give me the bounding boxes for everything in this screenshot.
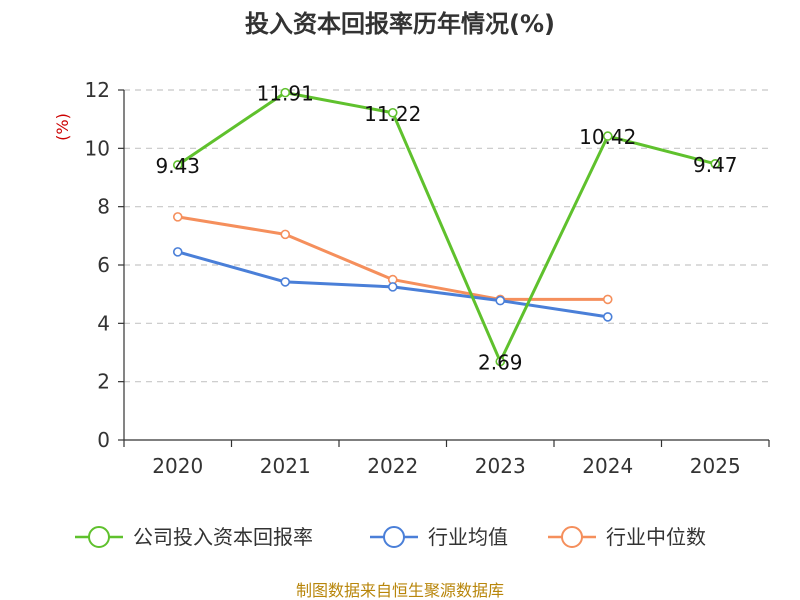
data-point-0-2021: [280, 87, 291, 98]
data-point-0-2025: [710, 158, 721, 169]
y-tick-label: 0: [97, 428, 110, 452]
data-label-2025: 9.47: [693, 153, 738, 177]
data-label-2024: 10.42: [579, 125, 636, 149]
legend-item-1: 行业均值: [370, 525, 508, 549]
x-tick-label-2022: 2022: [367, 454, 418, 478]
data-point-2-2020: [172, 212, 183, 222]
legend-swatch-marker: [88, 526, 110, 548]
data-label-2020: 9.43: [155, 154, 200, 178]
source-note: 制图数据来自恒生聚源数据库: [296, 581, 504, 600]
data-point-1-2021: [280, 277, 291, 287]
data-point-2-2021: [280, 229, 291, 240]
data-label-2023: 2.69: [478, 351, 523, 375]
y-tick-label: 6: [97, 253, 110, 277]
x-tick-label-2023: 2023: [475, 454, 526, 478]
legend-swatch-marker: [383, 526, 405, 548]
data-point-1-2022: [387, 282, 398, 292]
y-tick-label: 12: [85, 78, 110, 102]
x-tick-label-2025: 2025: [690, 454, 741, 478]
y-axis-unit-label: (%): [53, 113, 72, 141]
legend-item-0: 公司投入资本回报率: [75, 525, 313, 549]
y-tick-label: 8: [97, 195, 110, 219]
series-line-0: [176, 91, 717, 364]
legend-item-2: 行业中位数: [548, 525, 706, 549]
data-label-2022: 11.22: [364, 102, 421, 126]
data-point-1-2024: [602, 312, 613, 322]
data-point-0-2020: [172, 160, 183, 170]
legend-swatch-marker: [561, 526, 583, 548]
data-labels: 9.43 11.91 11.22 2.69 10.42 9.47: [155, 82, 737, 375]
axes: 0 2 4 6 8 10 12 2020 2021 2022 2023 2024 2025: [85, 78, 770, 478]
data-label-2021: 11.91: [257, 82, 314, 106]
x-tick-label-2021: 2021: [260, 454, 311, 478]
legend-label: 行业中位数: [606, 525, 706, 549]
y-tick-label: 10: [85, 136, 110, 160]
y-tick-label: 4: [97, 311, 110, 335]
gridlines: [124, 89, 769, 383]
data-point-0-2024: [602, 131, 613, 141]
legend-label: 公司投入资本回报率: [133, 525, 313, 549]
x-tick-label-2024: 2024: [582, 454, 633, 478]
data-point-2-2024: [602, 294, 613, 305]
x-tick-label-2020: 2020: [152, 454, 203, 478]
series-layer: [172, 87, 721, 367]
chart-title: 投入资本回报率历年情况(%): [245, 10, 555, 38]
y-tick-label: 2: [97, 370, 110, 394]
data-point-0-2023: [495, 356, 506, 367]
data-point-1-2020: [172, 247, 183, 257]
legend: 公司投入资本回报率 行业均值 行业中位数: [75, 525, 706, 549]
data-point-1-2023: [495, 295, 506, 306]
legend-label: 行业均值: [428, 525, 508, 549]
data-point-0-2022: [387, 107, 398, 118]
